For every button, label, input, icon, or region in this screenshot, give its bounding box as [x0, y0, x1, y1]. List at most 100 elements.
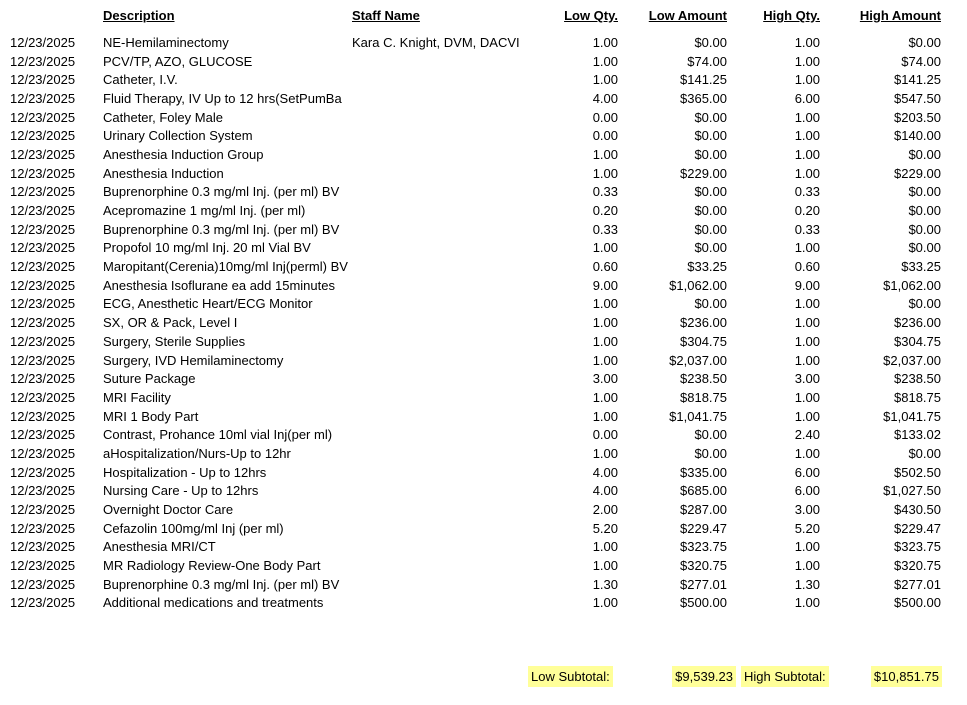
low-amount-cell: $74.00 — [687, 53, 727, 69]
table-row: 12/23/2025 Anesthesia Isoflurane ea add … — [0, 276, 941, 295]
low-amount-cell: $685.00 — [680, 483, 727, 499]
high-amount-cell: $0.00 — [908, 203, 941, 219]
low-qty-cell: 3.00 — [592, 371, 618, 387]
staff-name-cell — [350, 126, 562, 145]
high-qty-cell: 1.00 — [794, 389, 820, 405]
date-cell: 12/23/2025 — [10, 165, 76, 181]
low-amount-cell: $320.75 — [680, 558, 727, 574]
description-cell: Anesthesia MRI/CT — [103, 539, 216, 555]
high-amount-cell: $0.00 — [908, 34, 941, 50]
staff-name-cell — [350, 313, 562, 332]
high-amount-cell: $229.47 — [894, 520, 941, 536]
staff-name-cell — [350, 444, 562, 463]
table-row: 12/23/2025 NE-Hemilaminectomy Kara C. Kn… — [0, 33, 941, 52]
date-cell: 12/23/2025 — [10, 445, 76, 461]
date-cell: 12/23/2025 — [10, 315, 76, 331]
staff-name-cell — [350, 220, 562, 239]
date-cell: 12/23/2025 — [10, 333, 76, 349]
low-qty-cell: 1.00 — [592, 539, 618, 555]
column-header-high-qty: High Qty. — [763, 8, 820, 23]
high-qty-cell: 3.00 — [794, 502, 820, 518]
high-qty-cell: 2.40 — [794, 427, 820, 443]
low-qty-cell: 1.00 — [592, 352, 618, 368]
low-amount-cell: $0.00 — [694, 128, 727, 144]
description-cell: Propofol 10 mg/ml Inj. 20 ml Vial BV — [103, 240, 311, 256]
high-qty-cell: 1.00 — [794, 352, 820, 368]
low-qty-cell: 1.30 — [592, 576, 618, 592]
high-qty-cell: 1.00 — [794, 558, 820, 574]
high-qty-cell: 0.20 — [794, 203, 820, 219]
low-amount-cell: $238.50 — [680, 371, 727, 387]
high-qty-cell: 1.00 — [794, 240, 820, 256]
staff-name-cell — [350, 89, 562, 108]
column-header-description: Description — [103, 8, 175, 23]
low-amount-cell: $33.25 — [687, 259, 727, 275]
staff-name-cell — [350, 145, 562, 164]
low-amount-cell: $1,041.75 — [669, 408, 727, 424]
table-row: 12/23/2025 Anesthesia Induction Group 1.… — [0, 145, 941, 164]
high-qty-cell: 1.00 — [794, 53, 820, 69]
low-subtotal-value: $9,539.23 — [672, 666, 736, 687]
staff-name-cell — [350, 482, 562, 501]
low-amount-cell: $0.00 — [694, 221, 727, 237]
high-qty-cell: 1.00 — [794, 34, 820, 50]
low-qty-cell: 1.00 — [592, 333, 618, 349]
high-qty-cell: 3.00 — [794, 371, 820, 387]
high-qty-cell: 1.00 — [794, 128, 820, 144]
high-amount-cell: $1,041.75 — [883, 408, 941, 424]
high-qty-cell: 1.00 — [794, 595, 820, 611]
date-cell: 12/23/2025 — [10, 221, 76, 237]
table-row: 12/23/2025 PCV/TP, AZO, GLUCOSE 1.00 $74… — [0, 52, 941, 71]
high-amount-cell: $500.00 — [894, 595, 941, 611]
column-header-low-qty: Low Qty. — [564, 8, 618, 23]
date-cell: 12/23/2025 — [10, 259, 76, 275]
date-cell: 12/23/2025 — [10, 146, 76, 162]
staff-name-cell — [350, 257, 562, 276]
table-row: 12/23/2025 Fluid Therapy, IV Up to 12 hr… — [0, 89, 941, 108]
staff-name-cell — [350, 388, 562, 407]
low-qty-cell: 1.00 — [592, 165, 618, 181]
description-cell: Catheter, I.V. — [103, 72, 178, 88]
date-cell: 12/23/2025 — [10, 203, 76, 219]
date-cell: 12/23/2025 — [10, 408, 76, 424]
high-amount-cell: $0.00 — [908, 240, 941, 256]
high-qty-cell: 0.33 — [794, 221, 820, 237]
high-qty-cell: 1.00 — [794, 146, 820, 162]
high-amount-cell: $502.50 — [894, 464, 941, 480]
table-row: 12/23/2025 Catheter, I.V. 1.00 $141.25 1… — [0, 70, 941, 89]
high-qty-cell: 1.00 — [794, 315, 820, 331]
description-cell: Buprenorphine 0.3 mg/ml Inj. (per ml) BV — [103, 221, 340, 237]
high-qty-cell: 0.33 — [794, 184, 820, 200]
staff-name-cell — [350, 276, 562, 295]
low-qty-cell: 1.00 — [592, 240, 618, 256]
low-amount-cell: $818.75 — [680, 389, 727, 405]
table-row: 12/23/2025 Surgery, IVD Hemilaminectomy … — [0, 351, 941, 370]
low-amount-cell: $0.00 — [694, 240, 727, 256]
high-qty-cell: 1.00 — [794, 109, 820, 125]
low-qty-cell: 0.33 — [592, 184, 618, 200]
low-qty-cell: 0.00 — [592, 109, 618, 125]
date-cell: 12/23/2025 — [10, 427, 76, 443]
high-qty-cell: 1.00 — [794, 539, 820, 555]
low-qty-cell: 0.33 — [592, 221, 618, 237]
low-qty-cell: 4.00 — [592, 483, 618, 499]
table-row: 12/23/2025 Nursing Care - Up to 12hrs 4.… — [0, 482, 941, 501]
date-cell: 12/23/2025 — [10, 128, 76, 144]
high-amount-cell: $141.25 — [894, 72, 941, 88]
low-amount-cell: $323.75 — [680, 539, 727, 555]
description-cell: Anesthesia Induction Group — [103, 146, 264, 162]
low-amount-cell: $0.00 — [694, 203, 727, 219]
high-amount-cell: $33.25 — [901, 259, 941, 275]
staff-name-cell — [350, 70, 562, 89]
low-qty-cell: 9.00 — [592, 277, 618, 293]
low-qty-cell: 5.20 — [592, 520, 618, 536]
staff-name-cell — [350, 538, 562, 557]
high-qty-cell: 1.00 — [794, 408, 820, 424]
table-row: 12/23/2025 MR Radiology Review-One Body … — [0, 556, 941, 575]
subtotals-row: Low Subtotal: $9,539.23 High Subtotal: $… — [0, 666, 967, 690]
low-amount-cell: $0.00 — [694, 296, 727, 312]
high-qty-cell: 1.00 — [794, 72, 820, 88]
staff-name-cell — [350, 183, 562, 202]
date-cell: 12/23/2025 — [10, 558, 76, 574]
low-qty-cell: 0.00 — [592, 427, 618, 443]
